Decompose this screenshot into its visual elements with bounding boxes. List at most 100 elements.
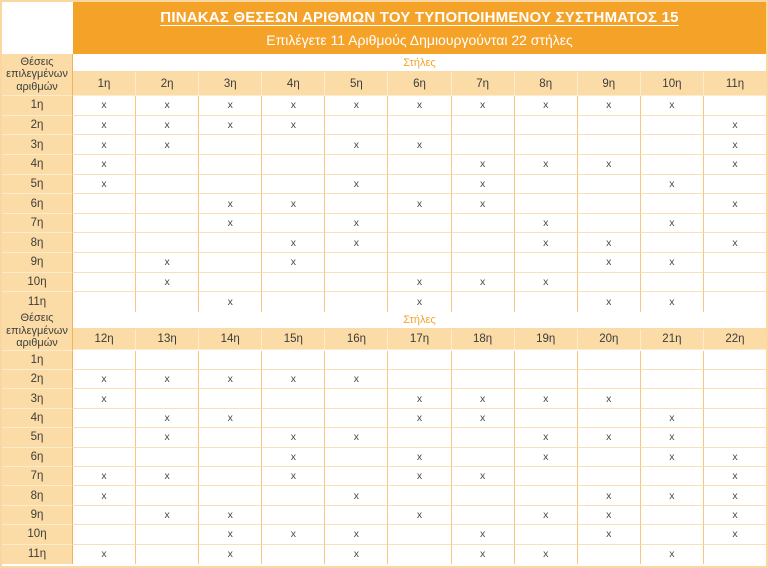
- table-row: 8η x x x x x: [2, 233, 766, 254]
- table-cell: x: [73, 544, 137, 564]
- row-label: 8η: [2, 486, 73, 506]
- table-cell: x: [451, 154, 515, 175]
- table-cell: [262, 505, 326, 526]
- table-cell: [325, 292, 389, 313]
- table-cell: [388, 174, 452, 195]
- table-cell: [703, 369, 766, 390]
- data-rows: 1η x x x x x x x x x x 2η x x x x x 3η x x x x x 4η x x x x x 5η x x x x 6…: [2, 96, 766, 313]
- table-cell: [136, 292, 200, 313]
- title-bar: ΠΙΝΑΚΑΣ ΘΕΣΕΩΝ ΑΡΙΘΜΩΝ ΤΟΥ ΤΥΠΟΠΟΙΗΜΕΝΟΥ…: [73, 2, 766, 32]
- table-cell: x: [199, 505, 263, 526]
- table-cell: x: [640, 428, 704, 448]
- table-cell: [640, 350, 704, 370]
- table-cell: [703, 292, 766, 313]
- table-row: 3η x x x x x: [2, 135, 766, 155]
- table-cell: [199, 272, 263, 293]
- table-cell: x: [388, 292, 452, 313]
- table-cell: x: [325, 233, 389, 254]
- table-cell: x: [388, 135, 452, 155]
- table-cell: x: [451, 466, 515, 487]
- table-cell: [514, 194, 578, 214]
- table-cell: x: [640, 213, 704, 234]
- columns-group-label: Στήλες: [73, 54, 766, 72]
- table-cell: x: [388, 272, 452, 293]
- column-header-block: Στήλες 1η 2η 3η 4η 5η 6η 7η 8η 9η 10η 11η: [73, 54, 766, 96]
- table-cell: [73, 408, 137, 429]
- table-row: 11η x x x x: [2, 292, 766, 313]
- table-cell: [514, 174, 578, 195]
- table-cell: x: [451, 272, 515, 293]
- table-cell: [640, 272, 704, 293]
- table-row: 7η x x x x: [2, 213, 766, 234]
- table-cell: x: [262, 466, 326, 487]
- table-cell: [199, 447, 263, 467]
- table-cell: x: [703, 505, 766, 526]
- table-cell: [514, 115, 578, 136]
- table-row: 5η x x x x x x: [2, 428, 766, 448]
- column-header: 16η: [325, 329, 389, 350]
- table-cell: [703, 253, 766, 273]
- table-cell: x: [577, 486, 641, 506]
- table-cell: [262, 486, 326, 506]
- section-header: Θέσεις επιλεγμένων αριθμών Στήλες 1η 2η 3η…: [2, 54, 766, 96]
- table-row: 6η x x x x x: [2, 447, 766, 467]
- table-cell: x: [136, 135, 200, 155]
- table-cell: [703, 408, 766, 429]
- table-cell: [388, 154, 452, 175]
- table-cell: [199, 389, 263, 409]
- table-cell: [703, 350, 766, 370]
- table-row: 7η x x x x x x: [2, 466, 766, 487]
- table-cell: [703, 544, 766, 564]
- table-cell: x: [451, 389, 515, 409]
- table-cell: x: [199, 544, 263, 564]
- table-cell: [577, 272, 641, 293]
- table-cell: x: [703, 486, 766, 506]
- table-cell: [388, 213, 452, 234]
- table-cell: [199, 350, 263, 370]
- table-cell: [577, 213, 641, 234]
- table-cell: [199, 486, 263, 506]
- table-cell: [73, 350, 137, 370]
- table-cell: [262, 135, 326, 155]
- table-cell: [262, 154, 326, 175]
- table-row: 4η x x x x x: [2, 154, 766, 175]
- table-cell: [262, 350, 326, 370]
- table-cell: x: [640, 96, 704, 116]
- table-cell: x: [325, 486, 389, 506]
- table-cell: [388, 350, 452, 370]
- table-cell: x: [136, 466, 200, 487]
- table-cell: x: [262, 96, 326, 116]
- column-header: 22η: [703, 329, 766, 350]
- table-cell: [577, 369, 641, 390]
- table-cell: [73, 447, 137, 467]
- table-cell: x: [640, 292, 704, 313]
- table-cell: [451, 213, 515, 234]
- table-cell: [640, 505, 704, 526]
- table-cell: [640, 115, 704, 136]
- table-cell: [388, 428, 452, 448]
- table-cell: x: [388, 505, 452, 526]
- table-cell: [514, 350, 578, 370]
- column-header: 17η: [388, 329, 452, 350]
- columns-group-label: Στήλες: [73, 312, 766, 329]
- page-subtitle: Επιλέγετε 11 Αριθμούς Δημιουργούνται 22 …: [266, 32, 573, 48]
- table-cell: x: [325, 174, 389, 195]
- row-label: 4η: [2, 408, 73, 429]
- table-cell: x: [73, 486, 137, 506]
- table-cell: x: [577, 233, 641, 254]
- table-cell: x: [388, 194, 452, 214]
- table-cell: [136, 486, 200, 506]
- table-cell: x: [136, 115, 200, 136]
- table-cell: [640, 525, 704, 545]
- table-cell: [514, 253, 578, 273]
- table-cell: [388, 253, 452, 273]
- column-header: 4η: [262, 72, 326, 96]
- table-cell: x: [262, 525, 326, 545]
- table-cell: [640, 135, 704, 155]
- table-row: 11η x x x x x x: [2, 544, 766, 564]
- table-cell: x: [136, 369, 200, 390]
- table-cell: x: [199, 115, 263, 136]
- table-cell: [262, 174, 326, 195]
- table-cell: [136, 389, 200, 409]
- table-cell: x: [73, 115, 137, 136]
